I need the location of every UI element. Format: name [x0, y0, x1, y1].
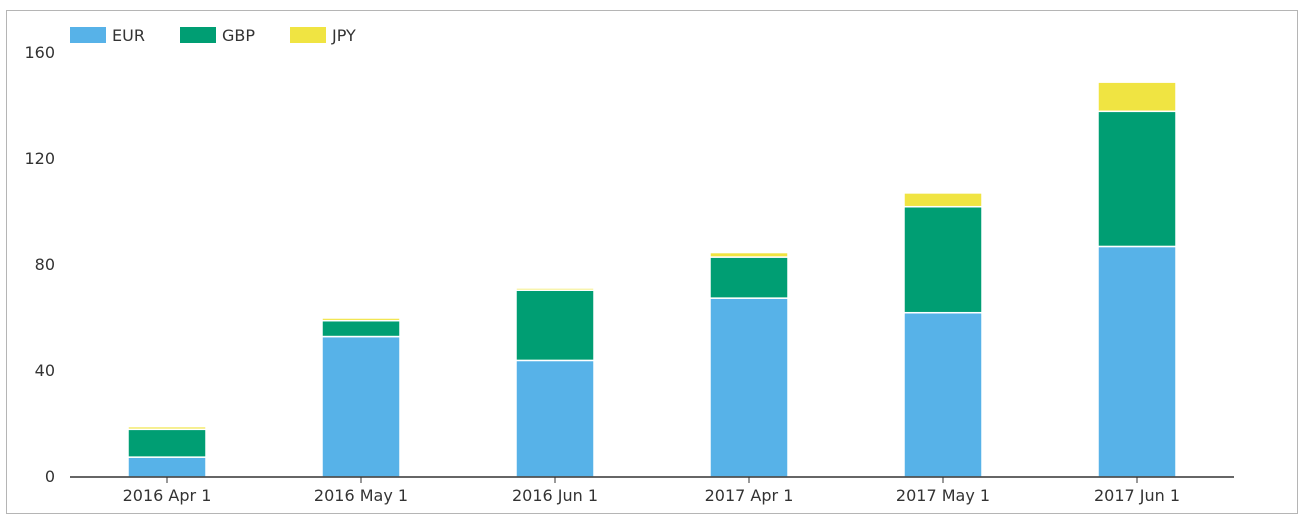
legend: EUR GBP JPY [70, 26, 356, 45]
bar-jpy-3 [709, 251, 789, 258]
legend-swatch-jpy [290, 27, 326, 43]
bars [127, 81, 1177, 478]
bar-eur-0 [127, 456, 207, 478]
legend-label-gbp: GBP [222, 26, 255, 45]
x-tick-label: 2016 May 1 [314, 486, 408, 505]
y-axis: 0 40 80 120 160 [24, 43, 55, 486]
legend-swatch-gbp [180, 27, 216, 43]
bar-eur-5 [1097, 245, 1177, 478]
bar-gbp-3 [709, 256, 789, 299]
bar-eur-3 [709, 297, 789, 478]
y-tick-label: 40 [35, 361, 55, 380]
bar-eur-4 [903, 311, 983, 478]
legend-label-eur: EUR [112, 26, 145, 45]
bar-gbp-0 [127, 428, 207, 458]
x-axis: 2016 Apr 1 2016 May 1 2016 Jun 1 2017 Apr 1… [70, 476, 1234, 505]
legend-swatch-eur [70, 27, 106, 43]
bar-gbp-2 [515, 289, 595, 362]
bar-jpy-1 [321, 317, 401, 322]
bar-jpy-4 [903, 192, 983, 208]
y-tick-label: 80 [35, 255, 55, 274]
x-tick-label: 2017 May 1 [896, 486, 990, 505]
x-tick-label: 2017 Apr 1 [705, 486, 794, 505]
bar-gbp-5 [1097, 110, 1177, 248]
bar-gbp-1 [321, 319, 401, 338]
x-tick-label: 2017 Jun 1 [1094, 486, 1180, 505]
bar-gbp-4 [903, 205, 983, 314]
x-tick-label: 2016 Jun 1 [512, 486, 598, 505]
bar-jpy-5 [1097, 81, 1177, 113]
y-tick-label: 0 [45, 467, 55, 486]
bar-eur-2 [515, 359, 595, 478]
bar-jpy-0 [127, 425, 207, 431]
bar-jpy-2 [515, 287, 595, 291]
bar-eur-1 [321, 335, 401, 478]
y-tick-label: 160 [24, 43, 55, 62]
x-tick-label: 2016 Apr 1 [123, 486, 212, 505]
chart-frame [6, 10, 1298, 514]
legend-label-jpy: JPY [331, 26, 356, 45]
y-tick-label: 120 [24, 149, 55, 168]
